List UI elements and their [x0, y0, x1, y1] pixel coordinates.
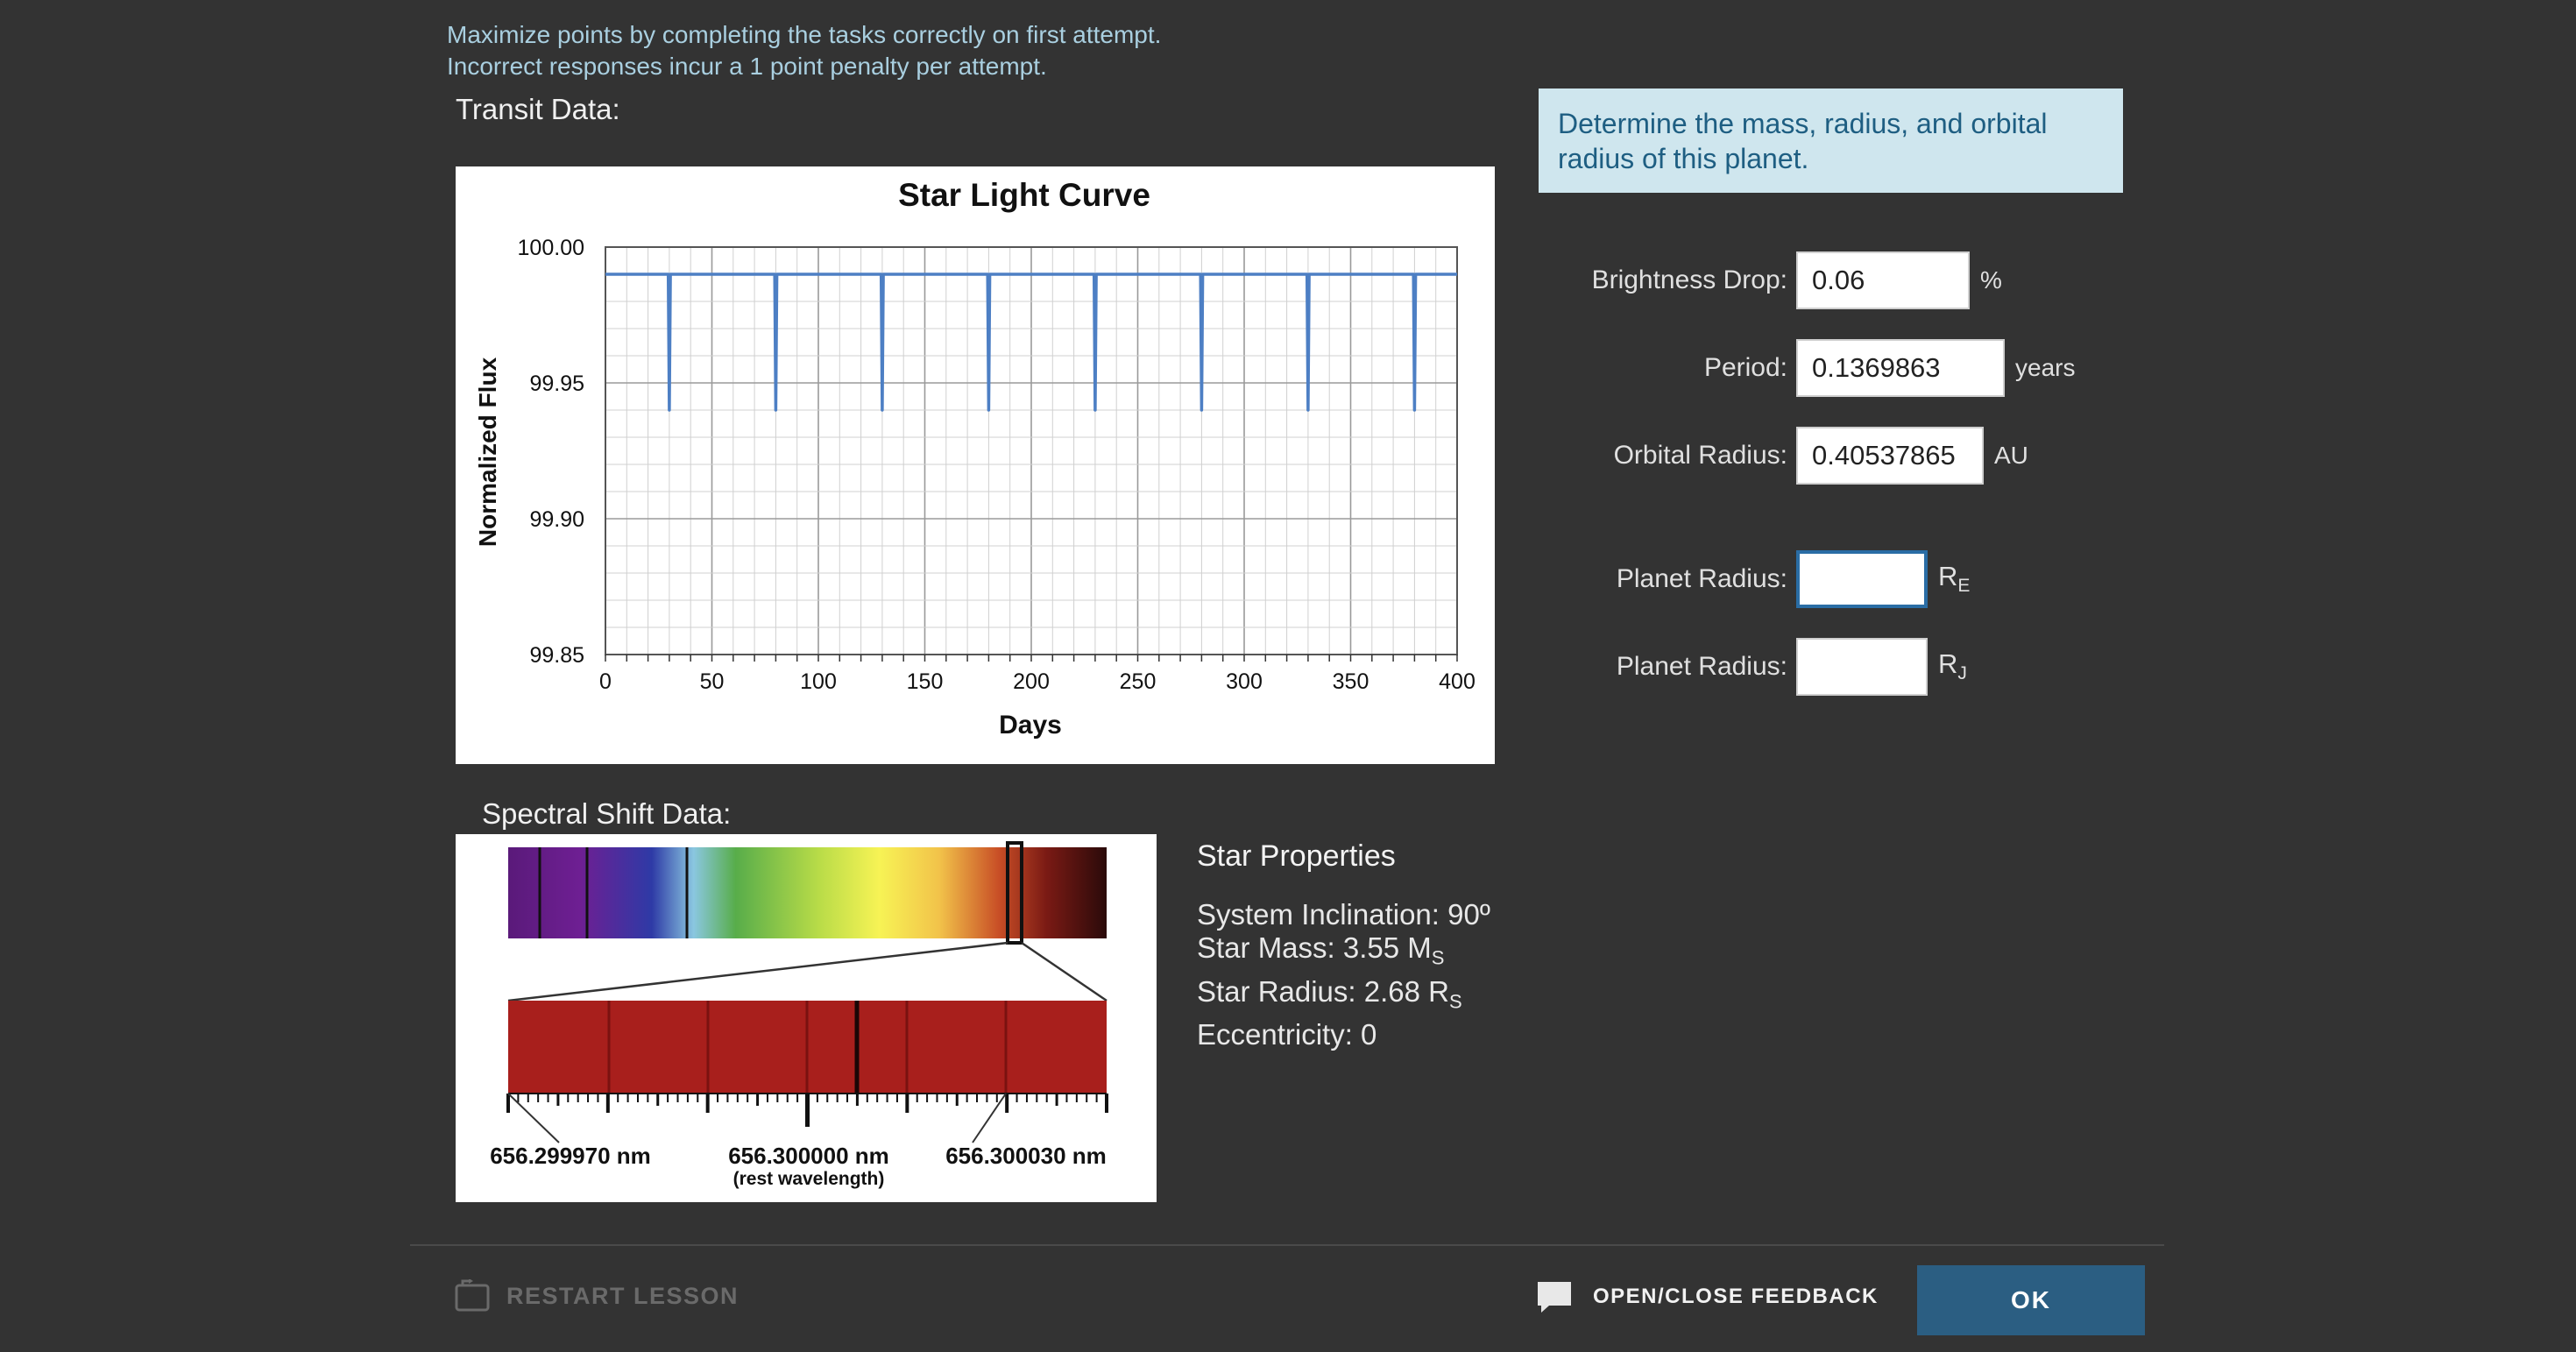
x-tick-label: 250	[1120, 669, 1157, 694]
period-unit: years	[2015, 354, 2076, 381]
restart-lesson-button[interactable]: RESTART LESSON	[454, 1279, 739, 1313]
wavelength-right-label: 656.300030 nm	[945, 1143, 1107, 1169]
task-prompt: Determine the mass, radius, and orbital …	[1539, 88, 2123, 193]
rest-wavelength-note: (rest wavelength)	[733, 1169, 885, 1189]
feedback-toggle-label: OPEN/CLOSE FEEDBACK	[1593, 1285, 1879, 1308]
planet-radius-earth-label: Planet Radius:	[1616, 564, 1787, 593]
star-radius-unit-sub: S	[1448, 990, 1462, 1013]
x-tick-label: 300	[1226, 669, 1263, 694]
transit-dip-point	[668, 408, 671, 412]
star-mass-unit-sub: S	[1431, 946, 1445, 969]
star-properties: Star Properties System Inclination: 90º …	[1197, 839, 1490, 1051]
zoom-selection-box	[1006, 841, 1023, 945]
wavelength-center-label: 656.300000 nm	[728, 1143, 889, 1169]
transit-dip-point	[774, 408, 777, 412]
spectral-shift-figure: 656.299970 nm 656.300000 nm (rest wavele…	[456, 834, 1157, 1202]
planet-radius-earth-unit: RE	[1928, 561, 1970, 597]
chart-grid	[605, 246, 1458, 662]
x-tick-label: 400	[1439, 669, 1476, 694]
orbital-radius-input[interactable]	[1796, 427, 1984, 485]
y-tick-label: 99.85	[529, 643, 584, 668]
label-pointer-left	[507, 1093, 560, 1143]
light-curve-chart: Star Light Curve 100.00 99.95 99.90 99.85 0…	[456, 166, 1495, 764]
system-inclination: System Inclination: 90º	[1197, 898, 1490, 931]
orbital-radius-row: Orbital Radius: AU	[1544, 425, 2028, 486]
star-radius: Star Radius: 2.68 RS	[1197, 975, 1490, 1019]
brightness-drop-label: Brightness Drop:	[1591, 265, 1787, 294]
planet-radius-jupiter-input[interactable]	[1796, 638, 1928, 696]
zoom-guide-left	[507, 941, 1008, 1002]
speech-bubble-icon	[1538, 1282, 1571, 1313]
transit-dip-point	[881, 408, 884, 412]
light-curve-svg: Star Light Curve 100.00 99.95 99.90 99.85 0…	[474, 177, 1476, 740]
period-row: Period: years	[1544, 337, 2075, 399]
period-input[interactable]	[1796, 339, 2005, 397]
spectral-data-label: Spectral Shift Data:	[482, 797, 732, 830]
period-label: Period:	[1703, 353, 1787, 382]
x-tick-label: 150	[907, 669, 944, 694]
planet-radius-jupiter-unit: RJ	[1928, 648, 1967, 684]
transit-dip-point	[987, 408, 990, 412]
y-axis-label: Normalized Flux	[474, 357, 501, 547]
transit-dip-point	[1412, 408, 1416, 412]
jupiter-unit-sub: J	[1957, 663, 1967, 684]
earth-unit-main: R	[1938, 561, 1958, 592]
planet-radius-earth-input[interactable]	[1796, 550, 1928, 608]
brightness-drop-row: Brightness Drop: %	[1544, 250, 2002, 311]
orbital-radius-unit: AU	[1994, 442, 2028, 469]
transit-dip-point	[1306, 408, 1310, 412]
brightness-drop-input[interactable]	[1796, 251, 1970, 309]
earth-unit-sub: E	[1957, 576, 1971, 597]
chart-title: Star Light Curve	[898, 177, 1150, 213]
x-tick-label: 50	[700, 669, 725, 694]
instructions: Maximize points by completing the tasks …	[447, 19, 1161, 82]
transit-dip-point	[1093, 408, 1097, 412]
visible-spectrum-band	[508, 847, 1107, 938]
label-pointer-right	[972, 1093, 1007, 1143]
feedback-toggle-button[interactable]: OPEN/CLOSE FEEDBACK	[1535, 1279, 1879, 1314]
star-properties-title: Star Properties	[1197, 839, 1396, 873]
zoom-guide-right	[1021, 941, 1108, 1002]
transit-dip-point	[1200, 408, 1203, 412]
planet-radius-earth-row: Planet Radius: RE	[1544, 549, 1970, 610]
wavelength-left-label: 656.299970 nm	[490, 1143, 651, 1169]
footer-divider	[410, 1244, 2164, 1246]
restart-icon	[455, 1279, 490, 1312]
wavelength-ruler	[506, 1093, 1108, 1127]
x-tick-label: 100	[800, 669, 837, 694]
x-tick-label: 200	[1013, 669, 1050, 694]
y-tick-label: 100.00	[518, 236, 584, 260]
star-mass: Star Mass: 3.55 MS	[1197, 931, 1490, 975]
jupiter-unit-main: R	[1938, 648, 1958, 680]
y-tick-label: 99.95	[529, 372, 584, 396]
y-tick-labels: 100.00 99.95 99.90 99.85	[518, 236, 584, 668]
eccentricity: Eccentricity: 0	[1197, 1018, 1377, 1051]
star-mass-text: Star Mass: 3.55 M	[1197, 931, 1432, 964]
flux-line	[605, 273, 1457, 412]
spectrum-svg: 656.299970 nm 656.300000 nm (rest wavele…	[490, 841, 1108, 1189]
x-tick-label: 0	[599, 669, 612, 694]
x-tick-label: 350	[1333, 669, 1369, 694]
x-tick-labels: 0 50 100 150 200 250 300 350 400	[599, 669, 1476, 694]
instruction-line-1: Maximize points by completing the tasks …	[447, 21, 1162, 48]
planet-radius-jupiter-label: Planet Radius:	[1616, 652, 1787, 681]
transit-data-label: Transit Data:	[456, 93, 620, 125]
y-tick-label: 99.90	[529, 507, 584, 532]
flux-series	[605, 273, 1457, 412]
x-axis-label: Days	[999, 711, 1062, 740]
instruction-line-2: Incorrect responses incur a 1 point pena…	[447, 53, 1047, 80]
restart-lesson-label: RESTART LESSON	[506, 1282, 740, 1309]
brightness-drop-unit: %	[1980, 266, 2002, 294]
ok-button[interactable]: OK	[1917, 1265, 2145, 1335]
orbital-radius-label: Orbital Radius:	[1613, 441, 1787, 470]
planet-radius-jupiter-row: Planet Radius: RJ	[1544, 636, 1967, 697]
star-radius-text: Star Radius: 2.68 R	[1197, 974, 1449, 1008]
